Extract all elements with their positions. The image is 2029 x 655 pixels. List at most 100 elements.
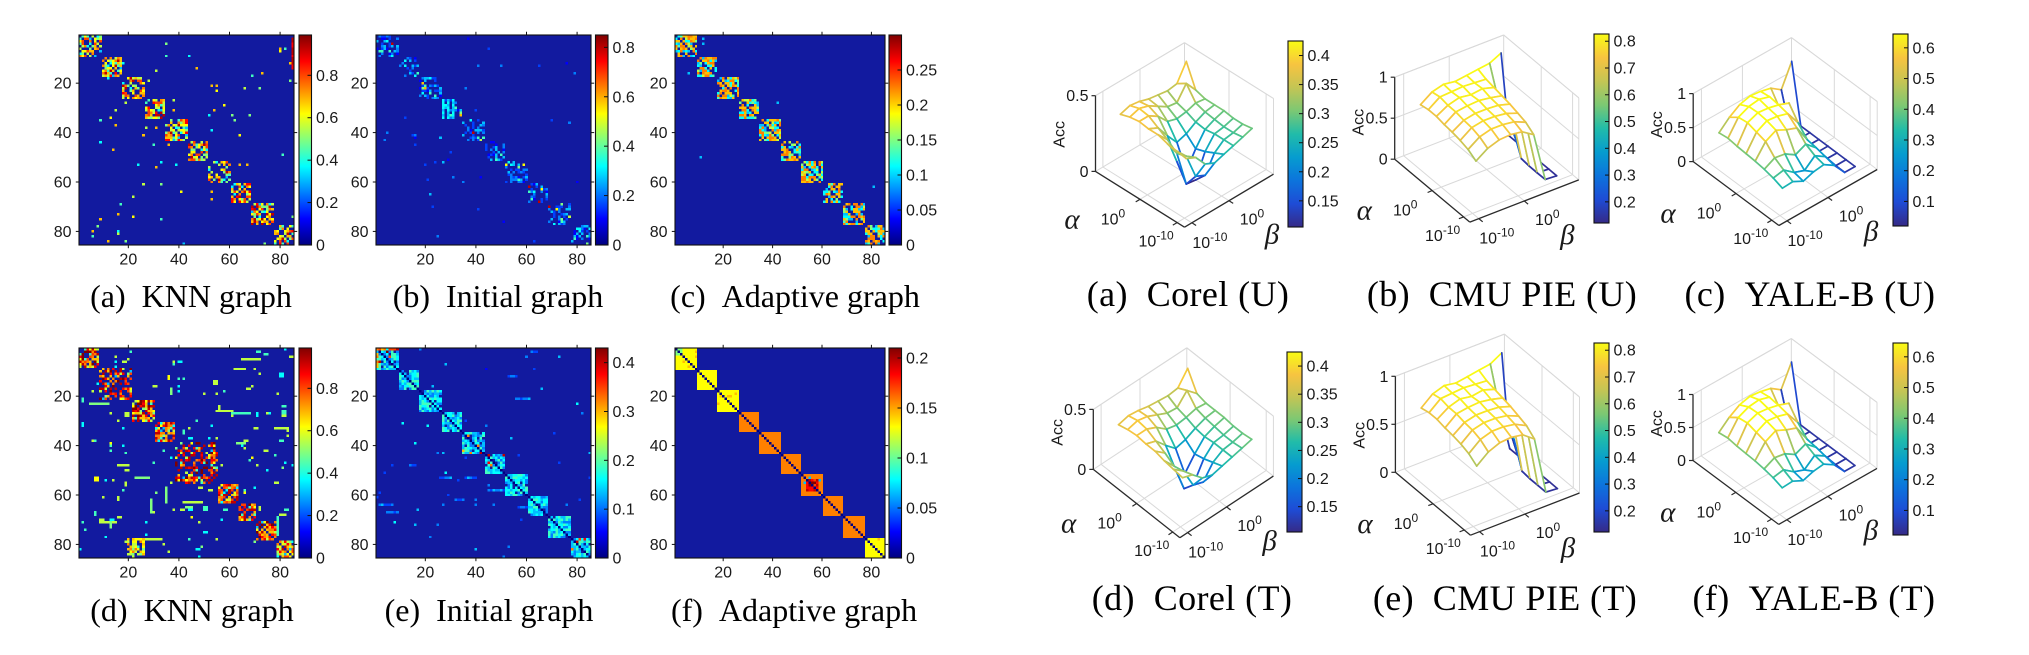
svg-text:0.4: 0.4 [1307, 359, 1329, 376]
svg-text:(f) YALE-B (T): (f) YALE-B (T) [1693, 578, 1936, 618]
svg-text:80: 80 [351, 224, 369, 241]
svg-text:60: 60 [351, 488, 369, 505]
svg-text:40: 40 [467, 565, 485, 582]
svg-text:20: 20 [54, 389, 72, 406]
svg-text:0.2: 0.2 [1614, 194, 1636, 211]
svg-text:80: 80 [650, 537, 668, 554]
svg-text:α: α [1357, 508, 1373, 540]
svg-text:0.1: 0.1 [613, 502, 635, 519]
svg-text:0.25: 0.25 [906, 63, 937, 80]
svg-text:0.15: 0.15 [1308, 193, 1339, 210]
svg-text:(a) KNN graph: (a) KNN graph [90, 278, 292, 314]
svg-text:60: 60 [518, 252, 536, 269]
svg-text:60: 60 [54, 175, 72, 192]
svg-text:20: 20 [119, 252, 137, 269]
svg-text:20: 20 [650, 76, 668, 93]
svg-text:100: 100 [1697, 500, 1722, 522]
svg-text:0.6: 0.6 [316, 423, 338, 440]
svg-text:0.8: 0.8 [1614, 343, 1636, 360]
svg-text:0: 0 [1677, 453, 1686, 470]
svg-text:0.6: 0.6 [316, 110, 338, 127]
svg-text:0.4: 0.4 [1614, 141, 1636, 158]
svg-text:40: 40 [54, 125, 72, 142]
svg-text:80: 80 [568, 565, 586, 582]
svg-text:0: 0 [1080, 164, 1089, 181]
svg-text:1: 1 [1379, 369, 1388, 386]
svg-text:40: 40 [351, 125, 369, 142]
svg-text:0.15: 0.15 [1307, 499, 1338, 516]
svg-text:0.5: 0.5 [1064, 402, 1086, 419]
svg-text:80: 80 [351, 537, 369, 554]
svg-text:(f) Adaptive graph: (f) Adaptive graph [671, 592, 917, 628]
svg-text:0.05: 0.05 [906, 501, 937, 518]
svg-text:0.6: 0.6 [1913, 40, 1935, 57]
svg-text:40: 40 [650, 438, 668, 455]
svg-text:100: 100 [1393, 198, 1418, 220]
svg-text:80: 80 [863, 565, 881, 582]
svg-text:100: 100 [1101, 206, 1126, 228]
svg-text:20: 20 [351, 389, 369, 406]
svg-text:0.25: 0.25 [1307, 443, 1338, 460]
svg-text:0.5: 0.5 [1365, 111, 1387, 128]
svg-text:0.6: 0.6 [1614, 87, 1636, 104]
svg-text:0.4: 0.4 [1913, 102, 1935, 119]
svg-text:40: 40 [170, 252, 188, 269]
svg-text:Acc: Acc [1049, 419, 1066, 446]
svg-text:0: 0 [316, 238, 325, 255]
svg-text:0.6: 0.6 [1614, 396, 1636, 413]
svg-text:100: 100 [1535, 207, 1560, 229]
svg-text:10-10: 10-10 [1139, 229, 1174, 251]
svg-text:β: β [1863, 216, 1879, 248]
svg-text:40: 40 [650, 125, 668, 142]
svg-text:10-10: 10-10 [1134, 538, 1169, 560]
svg-text:100: 100 [1697, 201, 1722, 223]
svg-text:(c) Adaptive graph: (c) Adaptive graph [670, 278, 920, 314]
svg-text:β: β [1863, 514, 1879, 546]
svg-text:10-10: 10-10 [1426, 536, 1461, 558]
svg-text:40: 40 [764, 565, 782, 582]
svg-text:10-10: 10-10 [1788, 228, 1823, 250]
svg-text:100: 100 [1839, 204, 1864, 226]
svg-text:40: 40 [764, 252, 782, 269]
svg-text:0.5: 0.5 [1664, 120, 1686, 137]
svg-text:40: 40 [351, 438, 369, 455]
svg-text:0: 0 [613, 238, 622, 255]
svg-text:100: 100 [1536, 520, 1561, 542]
svg-text:0.2: 0.2 [316, 195, 338, 212]
svg-text:20: 20 [54, 76, 72, 93]
svg-text:100: 100 [1240, 207, 1265, 229]
svg-text:(e) Initial graph: (e) Initial graph [385, 592, 594, 628]
svg-text:0.3: 0.3 [1308, 106, 1330, 123]
svg-text:0.8: 0.8 [1614, 34, 1636, 51]
svg-text:10-10: 10-10 [1479, 226, 1514, 248]
svg-text:β: β [1559, 219, 1575, 251]
svg-text:20: 20 [714, 565, 732, 582]
svg-text:0.2: 0.2 [1913, 472, 1935, 489]
svg-text:Acc: Acc [1351, 109, 1368, 136]
svg-text:20: 20 [351, 76, 369, 93]
svg-text:0.35: 0.35 [1307, 387, 1338, 404]
svg-text:0.15: 0.15 [906, 133, 937, 150]
svg-text:0.5: 0.5 [1366, 417, 1388, 434]
svg-text:100: 100 [1839, 502, 1864, 524]
svg-text:0.2: 0.2 [906, 98, 928, 115]
svg-text:1: 1 [1379, 70, 1388, 87]
svg-text:20: 20 [416, 252, 434, 269]
svg-text:0: 0 [1379, 465, 1388, 482]
svg-text:(d) KNN graph: (d) KNN graph [90, 592, 294, 628]
svg-text:(b) Initial graph: (b) Initial graph [393, 278, 604, 314]
svg-text:0.6: 0.6 [613, 89, 635, 106]
svg-text:0: 0 [906, 238, 915, 255]
svg-text:60: 60 [518, 565, 536, 582]
svg-text:β: β [1264, 219, 1280, 251]
svg-text:0.6: 0.6 [1913, 349, 1935, 366]
svg-text:60: 60 [54, 488, 72, 505]
svg-text:10-10: 10-10 [1787, 527, 1822, 549]
svg-text:10-10: 10-10 [1733, 226, 1768, 248]
svg-text:Acc: Acc [1649, 111, 1666, 138]
svg-text:60: 60 [813, 252, 831, 269]
svg-text:80: 80 [54, 537, 72, 554]
svg-text:α: α [1357, 195, 1373, 227]
svg-text:0.3: 0.3 [1614, 168, 1636, 185]
svg-text:0.8: 0.8 [613, 40, 635, 57]
